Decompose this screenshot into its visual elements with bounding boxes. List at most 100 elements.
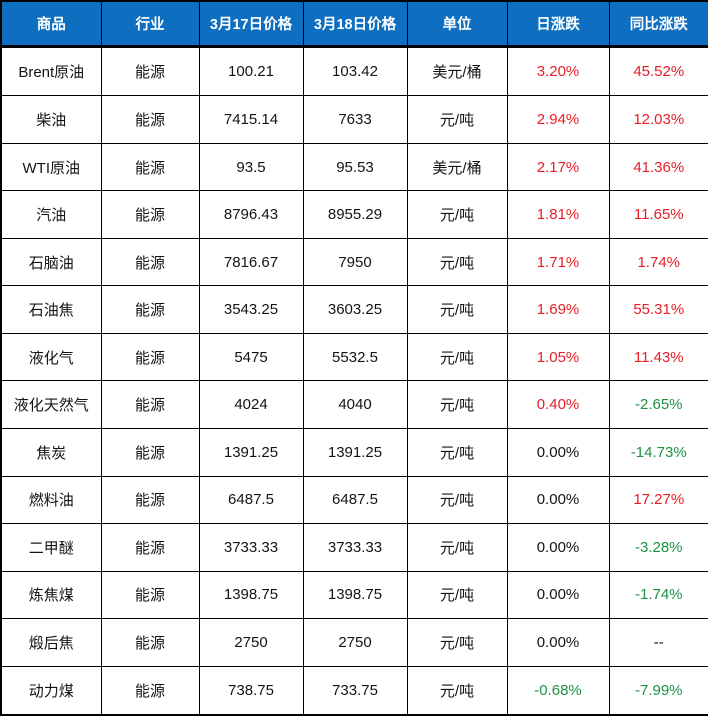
- cell-commodity: 石油焦: [0, 285, 102, 334]
- cell-price-mar17: 1398.75: [198, 570, 304, 620]
- cell-yoy-change: -3.28%: [608, 523, 708, 572]
- column-header-unit: 单位: [406, 0, 508, 48]
- cell-industry: 能源: [100, 95, 200, 144]
- cell-commodity: 柴油: [0, 95, 102, 144]
- cell-unit: 美元/桶: [406, 142, 508, 192]
- column-header-yoy-change: 同比涨跌: [608, 0, 708, 48]
- table-row: 二甲醚 能源 3733.33 3733.33 元/吨 0.00% -3.28%: [0, 523, 708, 572]
- cell-yoy-change: -2.65%: [608, 380, 708, 430]
- cell-unit: 元/吨: [406, 332, 508, 382]
- column-header-price-mar18: 3月18日价格: [302, 0, 408, 48]
- column-header-industry: 行业: [100, 0, 200, 48]
- cell-daily-change: 0.40%: [506, 380, 610, 430]
- table-row: 焦炭 能源 1391.25 1391.25 元/吨 0.00% -14.73%: [0, 428, 708, 477]
- cell-daily-change: 0.00%: [506, 570, 610, 620]
- table-row: 煅后焦 能源 2750 2750 元/吨 0.00% --: [0, 618, 708, 667]
- cell-industry: 能源: [100, 618, 200, 667]
- cell-unit: 元/吨: [406, 190, 508, 239]
- table-row: 炼焦煤 能源 1398.75 1398.75 元/吨 0.00% -1.74%: [0, 570, 708, 620]
- cell-yoy-change: -1.74%: [608, 570, 708, 620]
- cell-commodity: 汽油: [0, 190, 102, 239]
- cell-unit: 元/吨: [406, 665, 508, 716]
- header-row: 商品 行业 3月17日价格 3月18日价格 单位 日涨跌 同比涨跌: [0, 0, 708, 48]
- cell-commodity: 焦炭: [0, 428, 102, 477]
- cell-price-mar17: 7415.14: [198, 95, 304, 144]
- cell-industry: 能源: [100, 285, 200, 334]
- column-header-daily-change: 日涨跌: [506, 0, 610, 48]
- cell-yoy-change: 41.36%: [608, 142, 708, 192]
- cell-unit: 美元/桶: [406, 45, 508, 97]
- cell-industry: 能源: [100, 190, 200, 239]
- cell-unit: 元/吨: [406, 523, 508, 572]
- cell-price-mar18: 4040: [302, 380, 408, 430]
- cell-unit: 元/吨: [406, 285, 508, 334]
- cell-daily-change: 0.00%: [506, 618, 610, 667]
- cell-commodity: 液化天然气: [0, 380, 102, 430]
- table-row: Brent原油 能源 100.21 103.42 美元/桶 3.20% 45.52%: [0, 45, 708, 97]
- cell-commodity: 炼焦煤: [0, 570, 102, 620]
- table-row: WTI原油 能源 93.5 95.53 美元/桶 2.17% 41.36%: [0, 142, 708, 192]
- cell-yoy-change: --: [608, 618, 708, 667]
- cell-price-mar17: 7816.67: [198, 237, 304, 287]
- cell-daily-change: 1.81%: [506, 190, 610, 239]
- cell-price-mar18: 3603.25: [302, 285, 408, 334]
- table-row: 动力煤 能源 738.75 733.75 元/吨 -0.68% -7.99%: [0, 665, 708, 716]
- cell-unit: 元/吨: [406, 380, 508, 430]
- cell-yoy-change: -14.73%: [608, 428, 708, 477]
- cell-price-mar17: 93.5: [198, 142, 304, 192]
- cell-commodity: WTI原油: [0, 142, 102, 192]
- cell-price-mar18: 95.53: [302, 142, 408, 192]
- cell-price-mar18: 103.42: [302, 45, 408, 97]
- table-row: 燃料油 能源 6487.5 6487.5 元/吨 0.00% 17.27%: [0, 475, 708, 525]
- table-row: 液化气 能源 5475 5532.5 元/吨 1.05% 11.43%: [0, 332, 708, 382]
- cell-industry: 能源: [100, 45, 200, 97]
- cell-price-mar18: 8955.29: [302, 190, 408, 239]
- cell-price-mar17: 3543.25: [198, 285, 304, 334]
- cell-price-mar18: 1398.75: [302, 570, 408, 620]
- cell-daily-change: 0.00%: [506, 523, 610, 572]
- cell-daily-change: 0.00%: [506, 475, 610, 525]
- cell-daily-change: 0.00%: [506, 428, 610, 477]
- cell-industry: 能源: [100, 428, 200, 477]
- cell-price-mar17: 4024: [198, 380, 304, 430]
- cell-price-mar17: 5475: [198, 332, 304, 382]
- cell-daily-change: 2.94%: [506, 95, 610, 144]
- cell-commodity: 煅后焦: [0, 618, 102, 667]
- cell-yoy-change: 55.31%: [608, 285, 708, 334]
- cell-commodity: Brent原油: [0, 45, 102, 97]
- cell-unit: 元/吨: [406, 95, 508, 144]
- cell-price-mar18: 7950: [302, 237, 408, 287]
- table-body: Brent原油 能源 100.21 103.42 美元/桶 3.20% 45.52% 柴油 能源…: [0, 45, 708, 716]
- cell-price-mar17: 100.21: [198, 45, 304, 97]
- cell-industry: 能源: [100, 332, 200, 382]
- table-row: 石脑油 能源 7816.67 7950 元/吨 1.71% 1.74%: [0, 237, 708, 287]
- cell-commodity: 液化气: [0, 332, 102, 382]
- cell-industry: 能源: [100, 665, 200, 716]
- cell-yoy-change: 45.52%: [608, 45, 708, 97]
- column-header-commodity: 商品: [0, 0, 102, 48]
- cell-yoy-change: -7.99%: [608, 665, 708, 716]
- cell-unit: 元/吨: [406, 475, 508, 525]
- cell-unit: 元/吨: [406, 428, 508, 477]
- table-row: 柴油 能源 7415.14 7633 元/吨 2.94% 12.03%: [0, 95, 708, 144]
- cell-price-mar17: 2750: [198, 618, 304, 667]
- cell-daily-change: 2.17%: [506, 142, 610, 192]
- cell-yoy-change: 12.03%: [608, 95, 708, 144]
- cell-price-mar18: 5532.5: [302, 332, 408, 382]
- cell-price-mar18: 733.75: [302, 665, 408, 716]
- table-row: 汽油 能源 8796.43 8955.29 元/吨 1.81% 11.65%: [0, 190, 708, 239]
- cell-commodity: 石脑油: [0, 237, 102, 287]
- cell-industry: 能源: [100, 475, 200, 525]
- cell-price-mar18: 7633: [302, 95, 408, 144]
- cell-price-mar18: 3733.33: [302, 523, 408, 572]
- cell-daily-change: 1.69%: [506, 285, 610, 334]
- cell-price-mar17: 6487.5: [198, 475, 304, 525]
- cell-daily-change: -0.68%: [506, 665, 610, 716]
- cell-industry: 能源: [100, 237, 200, 287]
- cell-yoy-change: 17.27%: [608, 475, 708, 525]
- cell-industry: 能源: [100, 570, 200, 620]
- column-header-price-mar17: 3月17日价格: [198, 0, 304, 48]
- cell-price-mar18: 1391.25: [302, 428, 408, 477]
